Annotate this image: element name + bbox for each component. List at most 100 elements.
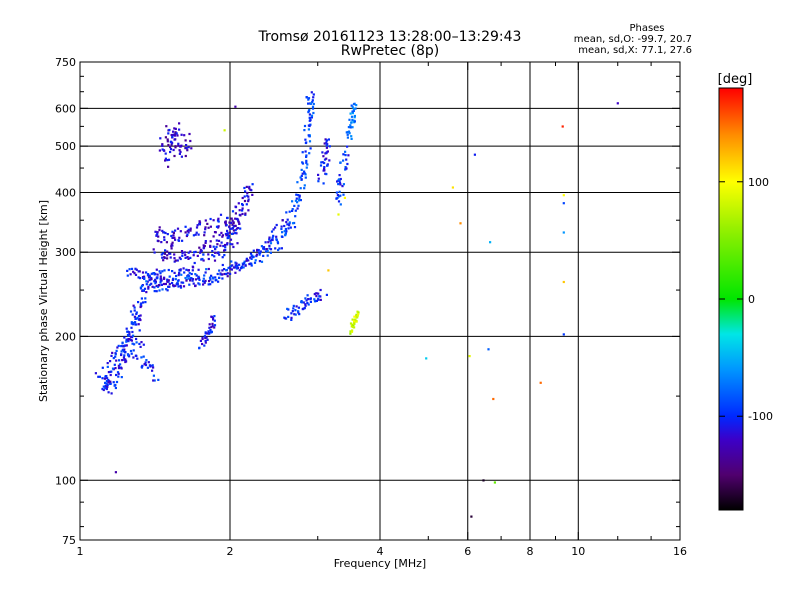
- echo-point: [97, 375, 100, 378]
- echo-point: [183, 251, 186, 254]
- echo-point: [105, 380, 108, 383]
- echo-point: [229, 227, 232, 231]
- echo-point: [169, 145, 172, 149]
- echo-point: [208, 326, 211, 329]
- echo-point: [164, 152, 167, 155]
- x-axis-label: Frequency [MHz]: [334, 557, 426, 570]
- echo-point: [156, 285, 160, 288]
- echo-point: [144, 301, 147, 304]
- echo-point: [172, 148, 175, 152]
- echo-point: [328, 159, 331, 162]
- echo-point: [208, 323, 211, 326]
- echo-point: [288, 224, 291, 227]
- echo-point: [305, 141, 308, 144]
- echo-point: [616, 102, 619, 105]
- colorbar-tick-label: 0: [748, 293, 755, 306]
- echo-point: [187, 228, 190, 231]
- echo-point: [130, 352, 133, 355]
- echo-point: [310, 114, 314, 117]
- echo-point: [201, 337, 204, 341]
- echo-point: [190, 272, 193, 276]
- echo-point: [126, 330, 129, 333]
- echo-point: [215, 225, 219, 228]
- echo-point: [268, 236, 271, 239]
- echo-point: [221, 269, 224, 272]
- echo-point: [156, 273, 159, 276]
- echo-point: [234, 264, 237, 267]
- echo-point: [468, 355, 471, 358]
- echo-point: [114, 471, 117, 474]
- echo-point: [145, 280, 148, 283]
- echo-point: [317, 298, 320, 301]
- echo-point: [174, 127, 177, 130]
- echo-point: [249, 262, 252, 265]
- echo-point: [106, 377, 109, 380]
- echo-point: [213, 255, 216, 258]
- echo-point: [311, 101, 314, 104]
- echo-point: [241, 196, 244, 200]
- echo-point: [225, 224, 228, 227]
- echo-point: [234, 229, 237, 232]
- echo-point: [310, 91, 313, 94]
- echo-point: [349, 126, 352, 129]
- echo-point: [142, 355, 145, 358]
- y-tick-label: 500: [55, 140, 76, 153]
- echo-point: [321, 161, 324, 164]
- echo-point: [309, 300, 312, 303]
- echo-point: [300, 178, 303, 181]
- echo-point: [188, 283, 191, 286]
- echo-point: [304, 176, 307, 179]
- echo-point: [309, 147, 312, 150]
- echo-point: [342, 193, 345, 196]
- echo-point: [151, 369, 154, 372]
- echo-point: [161, 256, 164, 259]
- echo-point: [122, 345, 125, 348]
- echo-point: [136, 357, 139, 360]
- echo-point: [226, 232, 229, 235]
- echo-point: [173, 236, 176, 239]
- echo-point: [110, 354, 113, 357]
- echo-point: [180, 273, 183, 276]
- echo-point: [152, 374, 155, 377]
- echo-point: [140, 341, 143, 344]
- echo-point: [155, 284, 158, 288]
- echo-point: [240, 265, 243, 268]
- echo-point: [339, 177, 342, 181]
- echo-point: [165, 125, 168, 128]
- echo-point: [250, 264, 253, 267]
- echo-point: [493, 481, 496, 484]
- echo-point: [117, 367, 121, 370]
- echo-point: [226, 242, 229, 245]
- echo-point: [204, 337, 207, 340]
- echo-point: [459, 222, 462, 225]
- echo-point: [252, 249, 255, 252]
- echo-point: [211, 250, 214, 253]
- echo-point: [344, 150, 347, 153]
- echo-point: [228, 225, 231, 228]
- echo-point: [338, 190, 341, 193]
- echo-point: [174, 146, 177, 149]
- echo-point: [162, 231, 166, 234]
- echo-point: [224, 246, 227, 249]
- echo-point: [214, 248, 217, 251]
- echo-point: [142, 289, 145, 292]
- echo-point: [247, 200, 250, 203]
- echo-point: [137, 323, 140, 326]
- echo-point: [209, 244, 212, 247]
- echo-point: [173, 257, 176, 260]
- echo-point: [178, 256, 181, 259]
- echo-point: [337, 178, 341, 181]
- echo-point: [238, 209, 241, 212]
- echo-point: [353, 319, 356, 323]
- echo-point: [118, 359, 121, 362]
- echo-point: [123, 354, 126, 357]
- echo-point: [347, 154, 350, 157]
- echo-point: [201, 257, 204, 261]
- echo-point: [109, 382, 112, 385]
- echo-point: [307, 298, 310, 301]
- echo-point: [194, 233, 197, 236]
- echo-point: [105, 375, 108, 378]
- echo-point: [271, 238, 274, 242]
- echo-point: [134, 323, 137, 326]
- echo-point: [183, 271, 186, 274]
